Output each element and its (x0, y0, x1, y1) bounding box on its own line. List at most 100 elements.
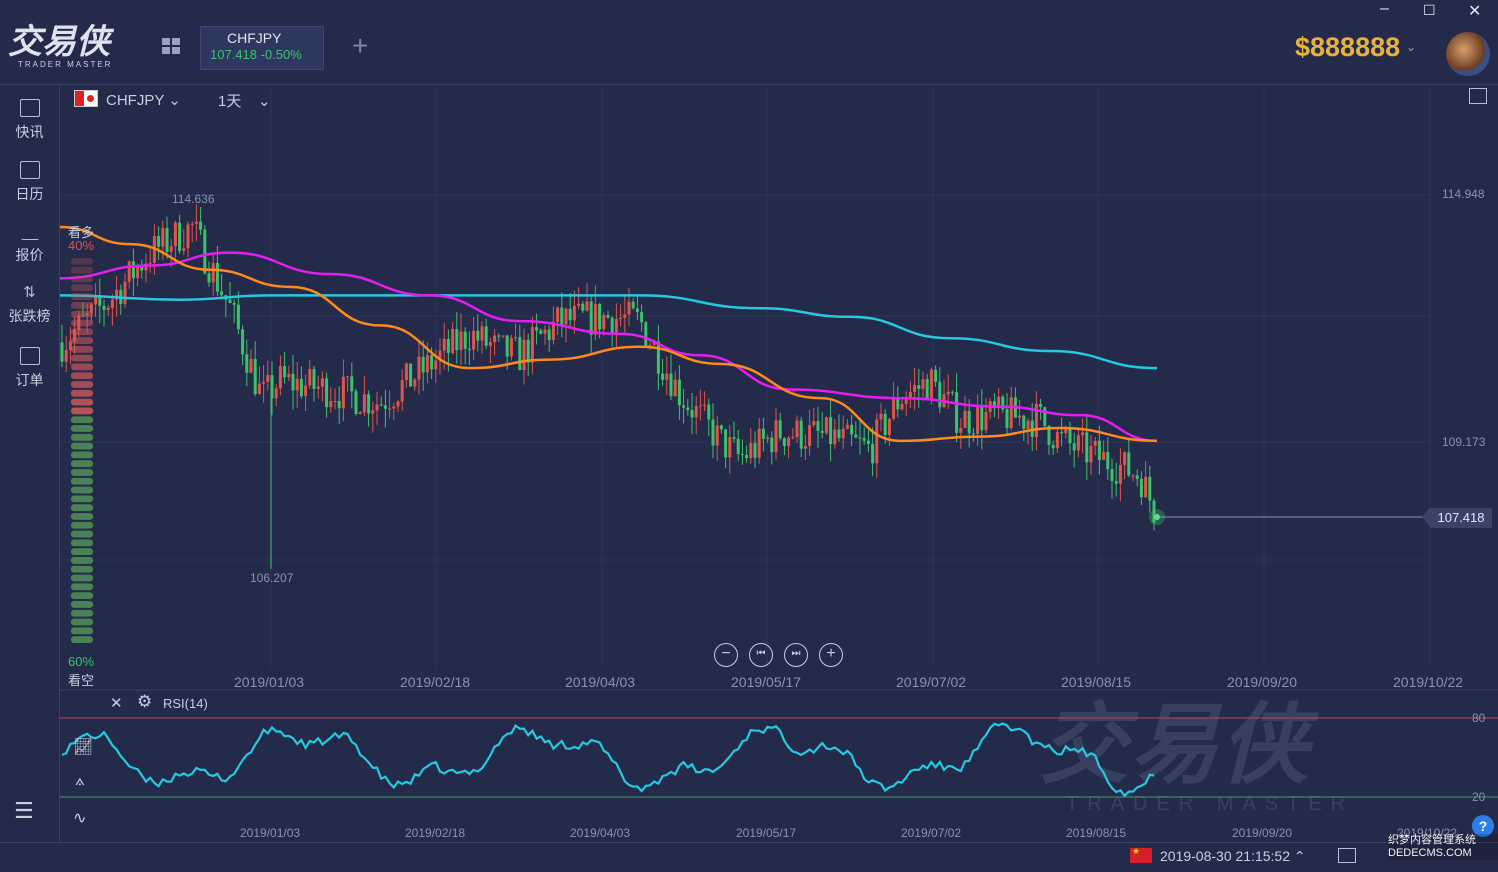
candle-body (682, 405, 686, 408)
skip-start-icon[interactable]: ⏮ (749, 643, 773, 667)
candle-body (980, 407, 984, 431)
tab-chfjpy[interactable]: CHFJPY 107.418 -0.50% (200, 26, 324, 70)
candle-body (854, 434, 858, 438)
add-tab-icon[interactable]: + (352, 30, 369, 61)
sentiment-segment (71, 328, 93, 336)
chevron-down-icon: ⌄ (258, 93, 271, 110)
candle-body (320, 378, 324, 387)
symbol-selector[interactable]: CHFJPY ⌄ (74, 90, 181, 109)
candle-body (644, 322, 648, 347)
sentiment-segment (71, 319, 93, 327)
candle-body (497, 335, 501, 337)
timeframe-selector[interactable]: 1天 ⌄ (218, 90, 271, 111)
app-logo: 交易侠 TRADER MASTER (8, 24, 133, 76)
date-label: 2019/02/18 (405, 826, 466, 840)
candle-body (325, 378, 329, 408)
status-datetime[interactable]: 2019-08-30 21:15:52 ⌃ (1130, 846, 1306, 865)
candle-body (182, 248, 186, 251)
drawing-tool-icon[interactable]: ⟑ (75, 772, 85, 789)
candle-body (249, 358, 253, 373)
timeframe-label: 1天 (218, 93, 242, 110)
pulse-icon[interactable]: ∿ (73, 810, 87, 827)
date-label: 2019/08/15 (1061, 674, 1132, 690)
candle-body (715, 425, 719, 446)
sidebar-item-news[interactable]: 快讯 (0, 99, 59, 142)
sentiment-segment (71, 372, 93, 380)
calendar-icon (19, 161, 40, 179)
maximize-icon[interactable]: ☐ (1423, 2, 1436, 18)
sentiment-segment (71, 469, 93, 476)
order-icon (19, 347, 40, 365)
candle-body (434, 360, 438, 370)
candle-body (816, 421, 820, 431)
candle-body (934, 369, 938, 382)
candle-body (467, 348, 471, 350)
candle-body (1022, 415, 1026, 429)
candle-body (955, 392, 959, 433)
candle-body (593, 303, 597, 335)
candle-body (215, 263, 219, 292)
candle-body (367, 394, 371, 414)
candle-body (669, 373, 673, 397)
candle-body (1064, 429, 1068, 434)
panel-toggle-icon[interactable] (1469, 88, 1487, 104)
rsi-lower-label: 20 (1472, 790, 1486, 804)
datetime-text: 2019-08-30 21:15:52 (1160, 848, 1290, 864)
grid-layout-icon[interactable] (162, 38, 182, 56)
date-label: 2019/05/17 (736, 826, 797, 840)
candle-body (627, 301, 631, 315)
candle-body (690, 409, 694, 418)
candle-body (887, 418, 891, 436)
candle-body (871, 443, 875, 464)
candle-body (136, 266, 140, 279)
indicator-chart-icon[interactable]: 📈︎ (73, 739, 94, 756)
candle-body (661, 373, 665, 380)
candle-body (278, 366, 282, 389)
candle-body (245, 354, 249, 373)
candle-body (568, 308, 572, 321)
candle-body (619, 317, 623, 319)
candle-body (652, 341, 656, 345)
close-indicator-icon[interactable]: ✕ (110, 695, 123, 712)
zoom-out-icon[interactable]: − (714, 643, 738, 667)
sidebar-item-quotes[interactable]: 报价 (0, 223, 59, 265)
candle-body (383, 405, 387, 409)
candle-body (938, 381, 942, 408)
price-tag-pointer (1422, 507, 1430, 528)
window-stack-icon[interactable] (1338, 848, 1356, 863)
candle-body (514, 337, 518, 339)
sidebar-item-movers[interactable]: ⇅ 张跌榜 (0, 285, 59, 326)
candle-body (892, 398, 896, 419)
menu-icon[interactable]: ☰ (14, 798, 34, 823)
sentiment-segment (71, 416, 93, 424)
zoom-in-icon[interactable]: + (819, 643, 843, 667)
candle-body (829, 417, 833, 445)
candle-body (761, 428, 765, 440)
footer-watermark: 织梦内容管理系统 DEDECMS.COM (1388, 834, 1498, 860)
candle-body (463, 331, 467, 349)
settings-gear-icon[interactable]: ⚙ (137, 692, 153, 711)
candle-body (1106, 452, 1110, 470)
candle-body (728, 437, 732, 458)
account-balance[interactable]: $888888 (1295, 32, 1401, 62)
minimize-icon[interactable]: – (1380, 0, 1389, 17)
close-icon[interactable]: ✕ (1468, 3, 1482, 20)
candle-body (144, 263, 148, 271)
avatar[interactable] (1446, 32, 1490, 76)
candle-body (358, 412, 362, 415)
chevron-down-icon[interactable]: ⌄ (1406, 40, 1417, 54)
candle-body (1039, 404, 1043, 407)
sidebar-item-orders[interactable]: 订单 (0, 347, 59, 390)
candle-body (379, 404, 383, 406)
candle-body (404, 363, 408, 381)
candle-body (354, 391, 358, 415)
skip-end-icon[interactable]: ⏭ (784, 643, 808, 667)
sentiment-segment (71, 258, 93, 265)
candle-body (169, 246, 173, 252)
help-chat-icon[interactable]: ? (1472, 815, 1494, 837)
candle-body (1135, 475, 1139, 479)
candle-body (459, 331, 463, 351)
sidebar-item-calendar[interactable]: 日历 (0, 161, 59, 204)
sort-arrows-icon: ⇅ (23, 284, 36, 301)
